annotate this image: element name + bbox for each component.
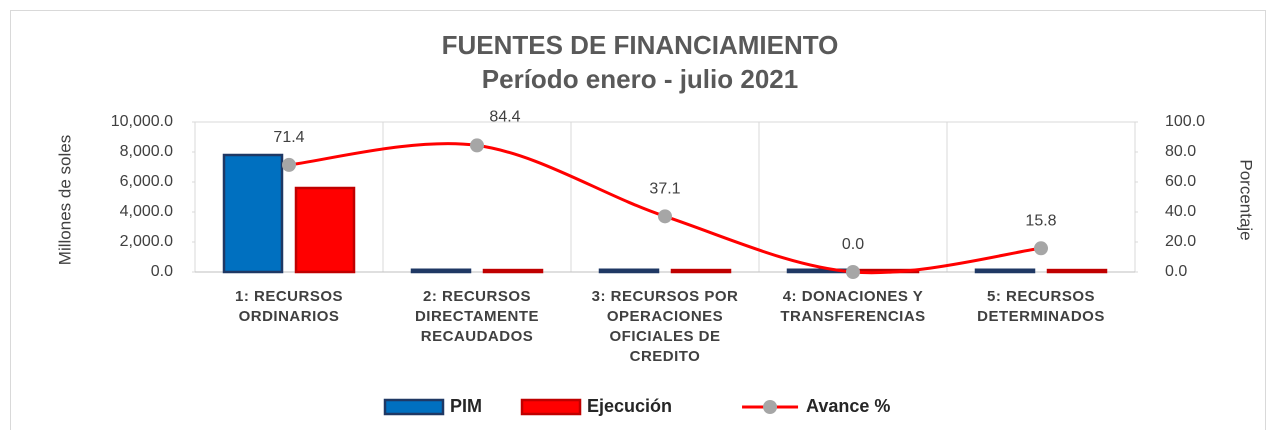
y-axis-title: Millones de soles (55, 135, 74, 265)
y-tick-label: 4,000.0 (120, 203, 173, 220)
y2-tick-label: 0.0 (1165, 263, 1187, 280)
data-label: 15.8 (1025, 213, 1056, 230)
x-tick-label: 1: RECURSOS ORDINARIOS (234, 288, 344, 325)
line (288, 142, 1042, 275)
chart-title: FUENTES DE FINANCIAMIENTO (442, 30, 839, 60)
legend-swatch (383, 398, 445, 416)
line-marker (846, 265, 860, 279)
legend-label: Ejecución (587, 396, 672, 416)
data-label: 84.4 (489, 109, 520, 126)
legend-swatch (520, 398, 582, 416)
y-tick-label: 10,000.0 (111, 113, 173, 130)
legend-marker (763, 400, 778, 414)
x-tick-label: 2: RECURSOS DIRECTAMENTE RECAUDADOS (414, 288, 540, 345)
chart-subtitle: Período enero - julio 2021 (482, 64, 798, 94)
y-tick-label: 2,000.0 (120, 233, 173, 250)
y-tick-label: 0.0 (151, 263, 173, 280)
line-marker (1034, 241, 1048, 256)
x-tick-label: 5: RECURSOS DETERMINADOS (977, 288, 1105, 325)
bar (974, 268, 1036, 274)
bar (222, 153, 284, 274)
data-label: 37.1 (649, 181, 680, 198)
y2-tick-label: 20.0 (1165, 233, 1196, 250)
x-tick-label: 3: RECURSOS POR OPERACIONES OFICIALES DE… (591, 288, 739, 365)
bar (1046, 268, 1108, 274)
y2-tick-label: 40.0 (1165, 203, 1196, 220)
line-marker (658, 209, 672, 224)
x-tick-label: 4: DONACIONES Y TRANSFERENCIAS (780, 288, 926, 325)
y2-tick-label: 80.0 (1165, 143, 1196, 160)
line-marker (470, 138, 484, 153)
bar (482, 268, 544, 274)
line-marker (282, 157, 296, 172)
bar (410, 268, 472, 274)
bar (598, 268, 660, 274)
y2-axis-title: Porcentaje (1237, 159, 1256, 240)
chart-border (10, 10, 1266, 430)
bar (670, 268, 732, 274)
legend-label: Avance % (806, 396, 890, 416)
legend-label: PIM (450, 396, 482, 416)
y-tick-label: 8,000.0 (120, 143, 173, 160)
bar (294, 186, 356, 274)
y2-tick-label: 60.0 (1165, 173, 1196, 190)
y-tick-label: 6,000.0 (120, 173, 173, 190)
data-label: 71.4 (273, 129, 304, 146)
data-label: 0.0 (842, 236, 864, 253)
y2-tick-label: 100.0 (1165, 113, 1205, 130)
